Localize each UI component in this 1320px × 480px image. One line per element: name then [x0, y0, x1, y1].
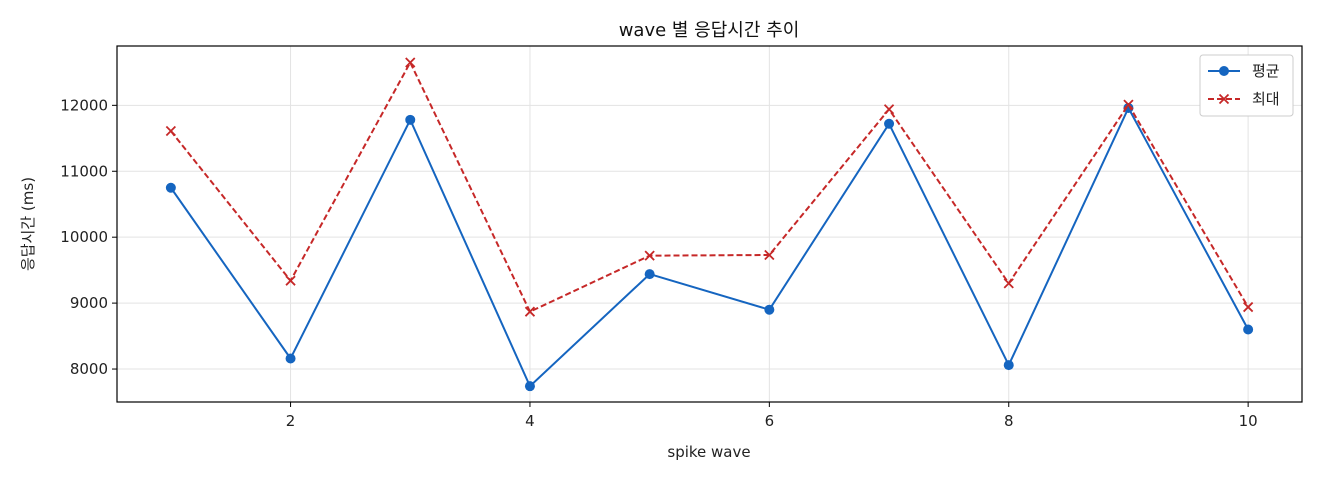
data-point [764, 249, 775, 261]
data-point [285, 353, 296, 364]
x-tick-label: 8 [1004, 412, 1014, 430]
data-point [165, 125, 177, 137]
data-point [644, 269, 655, 280]
y-tick-label: 9000 [70, 294, 108, 312]
x-tick-label: 2 [286, 412, 296, 430]
legend-marker [1219, 66, 1229, 76]
data-point [1243, 301, 1254, 313]
chart-title: wave 별 응답시간 추이 [619, 20, 800, 41]
x-tick-label: 4 [525, 412, 535, 430]
data-point [1003, 360, 1014, 371]
legend-label: 최대 [1252, 90, 1280, 108]
y-axis-title: 응답시간 (ms) [19, 177, 37, 271]
y-tick-label: 10000 [60, 228, 108, 246]
data-point [524, 381, 535, 392]
data-point [1243, 324, 1254, 335]
y-tick-label: 8000 [70, 360, 108, 378]
series-line-1 [170, 106, 1250, 388]
grid-lines [117, 46, 1302, 402]
x-tick-label: 6 [765, 412, 775, 430]
data-point [644, 250, 655, 261]
data-point [764, 304, 775, 315]
y-tick-label: 11000 [60, 162, 108, 180]
data-point [405, 114, 416, 125]
y-tick-label: 12000 [60, 96, 108, 114]
data-point [165, 182, 176, 193]
data-point [883, 104, 895, 115]
legend-marker [1218, 93, 1230, 105]
x-tick-label: 10 [1239, 412, 1258, 430]
data-point [285, 275, 296, 286]
x-axis-title: spike wave [667, 443, 750, 461]
series-lines [165, 57, 1254, 392]
plot-frame [116, 45, 1303, 403]
data-point [405, 57, 416, 68]
legend-label: 평균 [1252, 62, 1280, 80]
data-point [1003, 278, 1014, 289]
series-line-2 [170, 61, 1249, 313]
data-point [524, 306, 536, 317]
x-axis-ticks: 2 4 6 8 10 [286, 402, 1258, 430]
data-point [1123, 99, 1134, 110]
y-axis-ticks: 8000 9000 10000 11000 12000 [60, 96, 117, 378]
data-point [884, 118, 895, 129]
